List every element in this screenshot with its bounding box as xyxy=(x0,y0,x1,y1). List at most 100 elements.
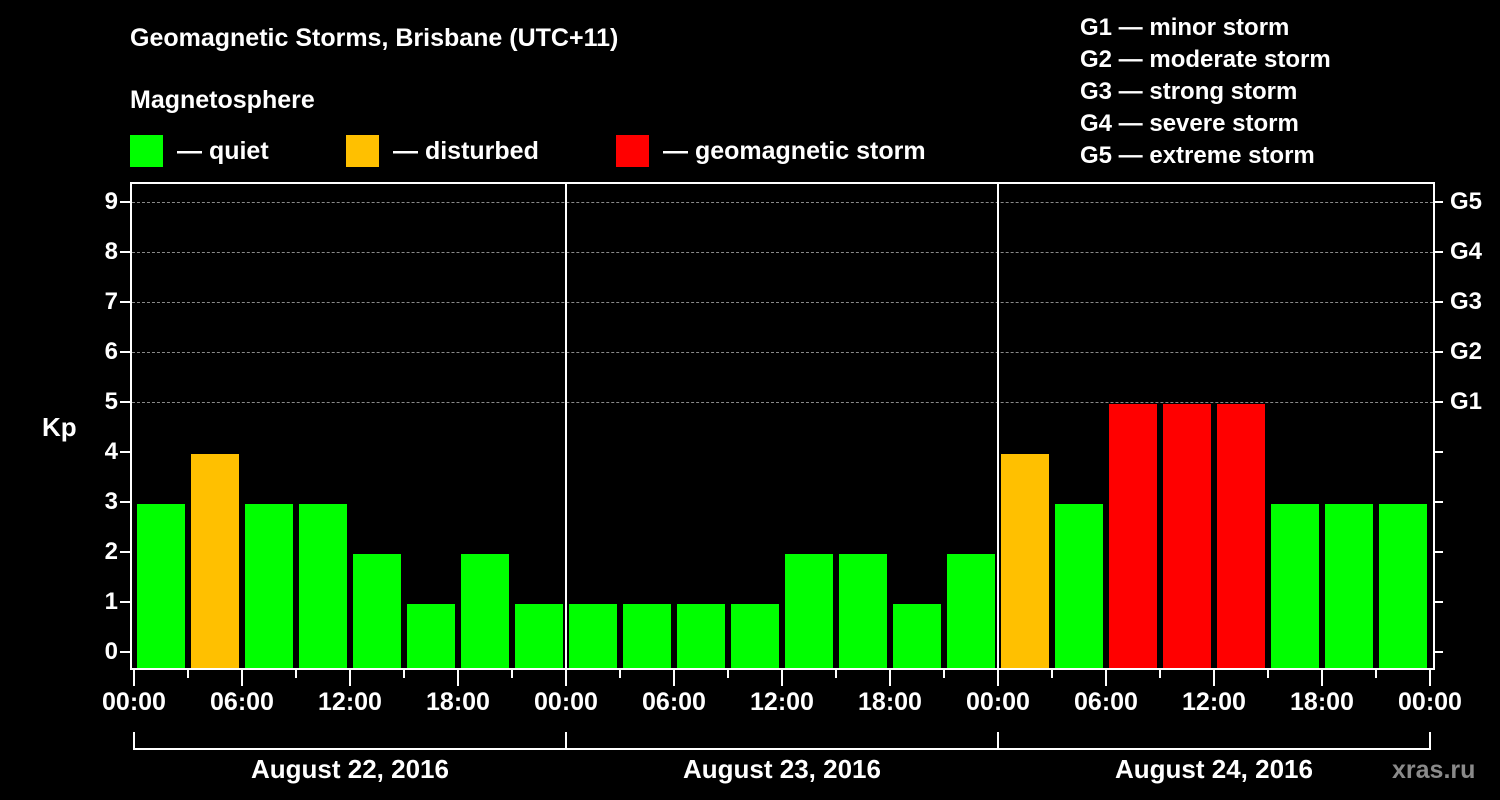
y-tick-right xyxy=(1433,451,1443,453)
y-tick xyxy=(120,451,130,453)
y-tick-right xyxy=(1433,501,1443,503)
y-tick-label: 5 xyxy=(104,388,118,415)
x-tick-label: 18:00 xyxy=(858,688,922,716)
bar xyxy=(353,554,401,668)
storm-scale-item: G4 — severe storm xyxy=(1080,110,1299,137)
g-scale-label: G5 xyxy=(1450,188,1483,215)
gridline xyxy=(132,302,1433,303)
bar xyxy=(191,454,239,668)
x-tick-label: 18:00 xyxy=(426,688,490,716)
plot-area xyxy=(130,182,1435,670)
bar xyxy=(569,604,617,668)
bar xyxy=(1271,504,1319,668)
g-scale-label: G4 xyxy=(1450,238,1483,265)
y-tick xyxy=(120,551,130,553)
date-label: August 23, 2016 xyxy=(683,754,881,784)
gridline xyxy=(132,352,1433,353)
date-bracket-tick xyxy=(565,732,567,750)
bar xyxy=(1109,404,1157,668)
legend-swatch xyxy=(130,135,163,167)
x-tick-label: 06:00 xyxy=(1074,688,1138,716)
y-tick-label: 9 xyxy=(104,188,118,215)
bar xyxy=(1379,504,1427,668)
x-tick-major xyxy=(133,670,135,686)
legend-label: — quiet xyxy=(177,136,269,165)
x-tick-major xyxy=(1321,670,1323,686)
x-tick-label: 12:00 xyxy=(1182,688,1246,716)
legend-item: — geomagnetic storm xyxy=(616,134,926,168)
x-tick-label: 00:00 xyxy=(534,688,598,716)
x-tick-minor xyxy=(943,670,945,678)
date-bracket-tick xyxy=(133,732,135,750)
x-tick-label: 12:00 xyxy=(318,688,382,716)
x-tick-minor xyxy=(511,670,513,678)
x-tick-major xyxy=(457,670,459,686)
y-axis-label: Kp xyxy=(42,412,77,442)
bar xyxy=(245,504,293,668)
g-scale-label: G1 xyxy=(1450,388,1483,415)
bar xyxy=(137,504,185,668)
y-tick xyxy=(120,601,130,603)
x-tick-minor xyxy=(619,670,621,678)
x-tick-major xyxy=(241,670,243,686)
y-tick xyxy=(120,251,130,253)
x-tick-major xyxy=(1429,670,1431,686)
y-tick-right xyxy=(1433,201,1443,203)
gridline xyxy=(132,402,1433,403)
bar xyxy=(1001,454,1049,668)
bar xyxy=(1055,504,1103,668)
storm-scale-item: G5 — extreme storm xyxy=(1080,142,1315,169)
bar xyxy=(731,604,779,668)
chart-subtitle: Magnetosphere xyxy=(130,86,315,114)
x-tick-major xyxy=(1213,670,1215,686)
x-tick-label: 00:00 xyxy=(1398,688,1462,716)
g-scale-label: G2 xyxy=(1450,338,1483,365)
day-divider xyxy=(565,184,567,668)
y-tick-right xyxy=(1433,601,1443,603)
x-tick-major xyxy=(1105,670,1107,686)
storm-scale-item: G3 — strong storm xyxy=(1080,78,1298,105)
legend-item: — disturbed xyxy=(346,134,539,168)
y-tick-label: 4 xyxy=(104,438,118,465)
y-tick-right xyxy=(1433,551,1443,553)
y-tick xyxy=(120,301,130,303)
x-tick-major xyxy=(997,670,999,686)
y-tick-right xyxy=(1433,351,1443,353)
y-tick-label: 3 xyxy=(104,488,118,515)
y-tick-right xyxy=(1433,651,1443,653)
x-tick-minor xyxy=(1159,670,1161,678)
y-tick-right xyxy=(1433,251,1443,253)
x-tick-label: 06:00 xyxy=(642,688,706,716)
gridline xyxy=(132,202,1433,203)
x-tick-minor xyxy=(187,670,189,678)
legend-swatch xyxy=(346,135,379,167)
y-tick-label: 0 xyxy=(104,638,118,665)
legend-label: — geomagnetic storm xyxy=(663,136,926,165)
bar xyxy=(677,604,725,668)
y-tick-label: 8 xyxy=(104,238,118,265)
date-label: August 22, 2016 xyxy=(251,754,449,784)
bar xyxy=(515,604,563,668)
watermark: xras.ru xyxy=(1392,756,1476,784)
y-tick-label: 6 xyxy=(104,338,118,365)
bar xyxy=(407,604,455,668)
x-tick-label: 18:00 xyxy=(1290,688,1354,716)
y-tick-label: 2 xyxy=(104,538,118,565)
date-label: August 24, 2016 xyxy=(1115,754,1313,784)
y-tick-right xyxy=(1433,401,1443,403)
x-tick-major xyxy=(889,670,891,686)
g-scale-label: G3 xyxy=(1450,288,1483,315)
bar xyxy=(785,554,833,668)
bar xyxy=(893,604,941,668)
date-bracket-tick xyxy=(1429,732,1431,750)
y-tick-label: 1 xyxy=(104,588,118,615)
y-tick-label: 7 xyxy=(104,288,118,315)
x-tick-label: 12:00 xyxy=(750,688,814,716)
x-tick-minor xyxy=(295,670,297,678)
x-tick-major xyxy=(565,670,567,686)
bar xyxy=(839,554,887,668)
x-tick-major xyxy=(781,670,783,686)
x-tick-minor xyxy=(1375,670,1377,678)
storm-scale-item: G2 — moderate storm xyxy=(1080,46,1331,73)
date-bracket xyxy=(134,748,1430,750)
